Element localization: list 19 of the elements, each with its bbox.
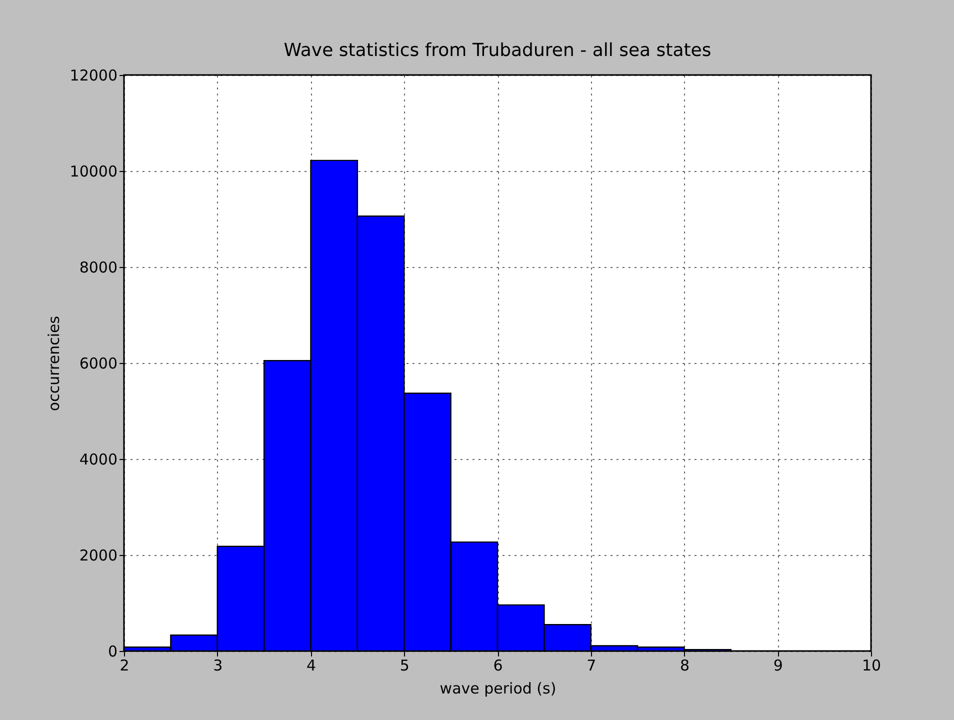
x-tick-label: 10 [862, 656, 882, 674]
x-tick-label: 4 [306, 656, 316, 674]
y-tick-label: 0 [108, 642, 118, 660]
y-tick-label: 2000 [79, 546, 118, 564]
x-tick-label: 9 [773, 656, 783, 674]
x-tick-label: 3 [213, 656, 223, 674]
x-tick-label: 5 [400, 656, 410, 674]
x-tick-label: 7 [586, 656, 596, 674]
y-tick-label: 8000 [79, 258, 118, 276]
y-tick-label: 12000 [70, 66, 118, 84]
y-axis-title: occurrencies [44, 316, 63, 412]
x-tick-label: 6 [493, 656, 503, 674]
y-tick-label: 10000 [70, 162, 118, 180]
x-axis-title: wave period (s) [440, 680, 556, 698]
x-tick-label: 2 [120, 656, 130, 674]
y-tick-label: 4000 [79, 450, 118, 468]
chart-title: Wave statistics from Trubaduren - all sea states [284, 40, 712, 61]
y-tick-label: 6000 [79, 354, 118, 372]
x-tick-label: 8 [680, 656, 690, 674]
